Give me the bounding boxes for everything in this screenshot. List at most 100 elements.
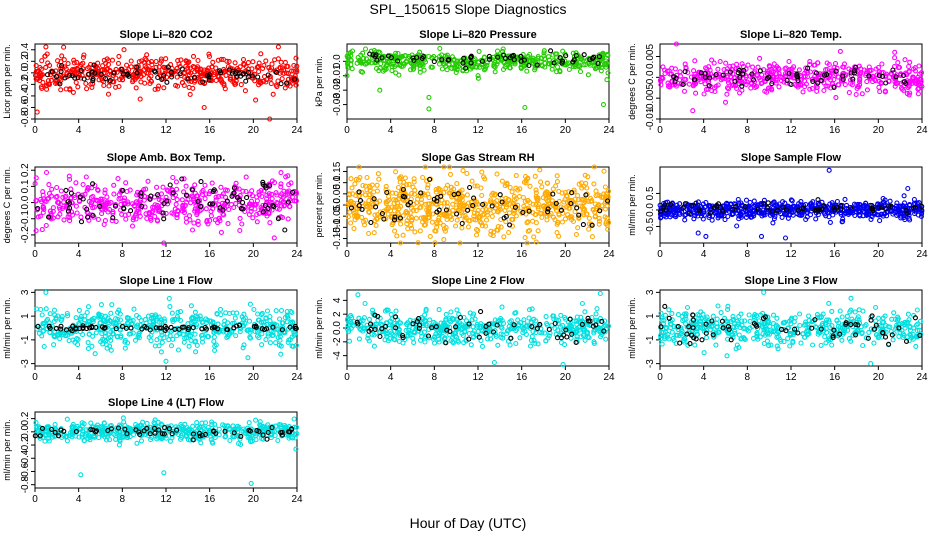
data-point [218,184,224,190]
data-point [917,81,923,87]
data-point [220,207,226,213]
data-point [138,73,144,79]
data-point [398,54,404,61]
data-point [682,217,688,223]
data-point [192,309,198,315]
data-point [720,208,726,214]
data-point [404,322,410,328]
data-point [788,204,794,210]
data-point [686,81,692,87]
data-point [190,53,197,59]
data-point [78,314,84,320]
data-point [901,193,907,199]
data-point [233,323,240,329]
data-point [600,194,606,200]
data-point [95,216,101,223]
x-tick-label: 12 [160,249,172,260]
data-point [553,207,560,213]
data-point [260,209,266,215]
x-tick-label: 24 [291,125,303,136]
data-point [877,218,883,224]
data-point [441,200,448,206]
data-point [507,65,513,71]
data-point [183,219,190,225]
data-point [557,55,563,61]
data-point [907,59,913,65]
data-point [780,204,786,210]
data-point [345,60,351,66]
data-point [446,190,452,196]
data-point [103,319,109,325]
data-point [567,316,573,322]
data-point [57,206,63,212]
data-point [195,198,201,204]
data-point [524,68,530,74]
data-point [169,74,175,80]
data-point [490,233,496,239]
x-tick-label: 16 [829,249,841,260]
data-point [292,76,298,82]
data-point [577,69,584,75]
data-point [797,212,803,218]
data-point [891,69,897,75]
data-point [454,67,460,73]
data-point [712,88,718,95]
data-point [459,220,465,227]
data-point [821,203,827,209]
y-tick-label: 0.0 [332,198,343,212]
data-point [389,330,395,336]
data-point [890,67,896,73]
data-point [250,59,256,65]
data-point [771,61,777,67]
data-point [410,321,416,327]
data-point [864,79,870,85]
data-point [491,61,497,67]
data-point [157,60,163,66]
x-tick-label: 12 [472,249,484,260]
data-point [586,215,592,221]
data-point [47,208,53,214]
data-point [711,60,717,66]
data-point [507,222,513,228]
data-point [143,186,149,192]
data-point [676,210,683,216]
data-point [145,178,151,184]
data-point [115,176,121,182]
data-point [727,69,733,75]
data-point [482,176,488,182]
data-point [281,188,287,194]
data-point [916,200,922,206]
data-point [376,176,382,182]
data-point [499,325,505,331]
data-point [901,215,907,221]
data-point [798,76,804,82]
data-point [495,209,501,215]
data-point [539,184,545,190]
data-point [389,68,395,74]
data-point [411,176,417,182]
data-point [526,315,532,321]
data-point [85,214,91,220]
data-point [374,188,380,194]
data-point [784,80,790,86]
data-point [545,206,551,212]
x-tick-label: 0 [344,372,350,383]
data-point [377,65,383,71]
data-point [526,62,532,69]
data-point [876,84,882,90]
data-point [174,74,180,80]
y-tick-label: -0.5 [645,217,656,235]
data-point [486,56,492,62]
data-point [57,331,64,337]
x-tick-label: 20 [248,249,260,260]
data-point [531,316,537,322]
data-point [809,208,815,214]
data-point [538,55,545,62]
data-point [566,189,572,195]
data-point [605,70,611,76]
data-point [892,79,898,85]
data-point [548,48,554,54]
data-point [102,187,108,193]
data-point [405,194,411,200]
data-point [244,195,250,201]
